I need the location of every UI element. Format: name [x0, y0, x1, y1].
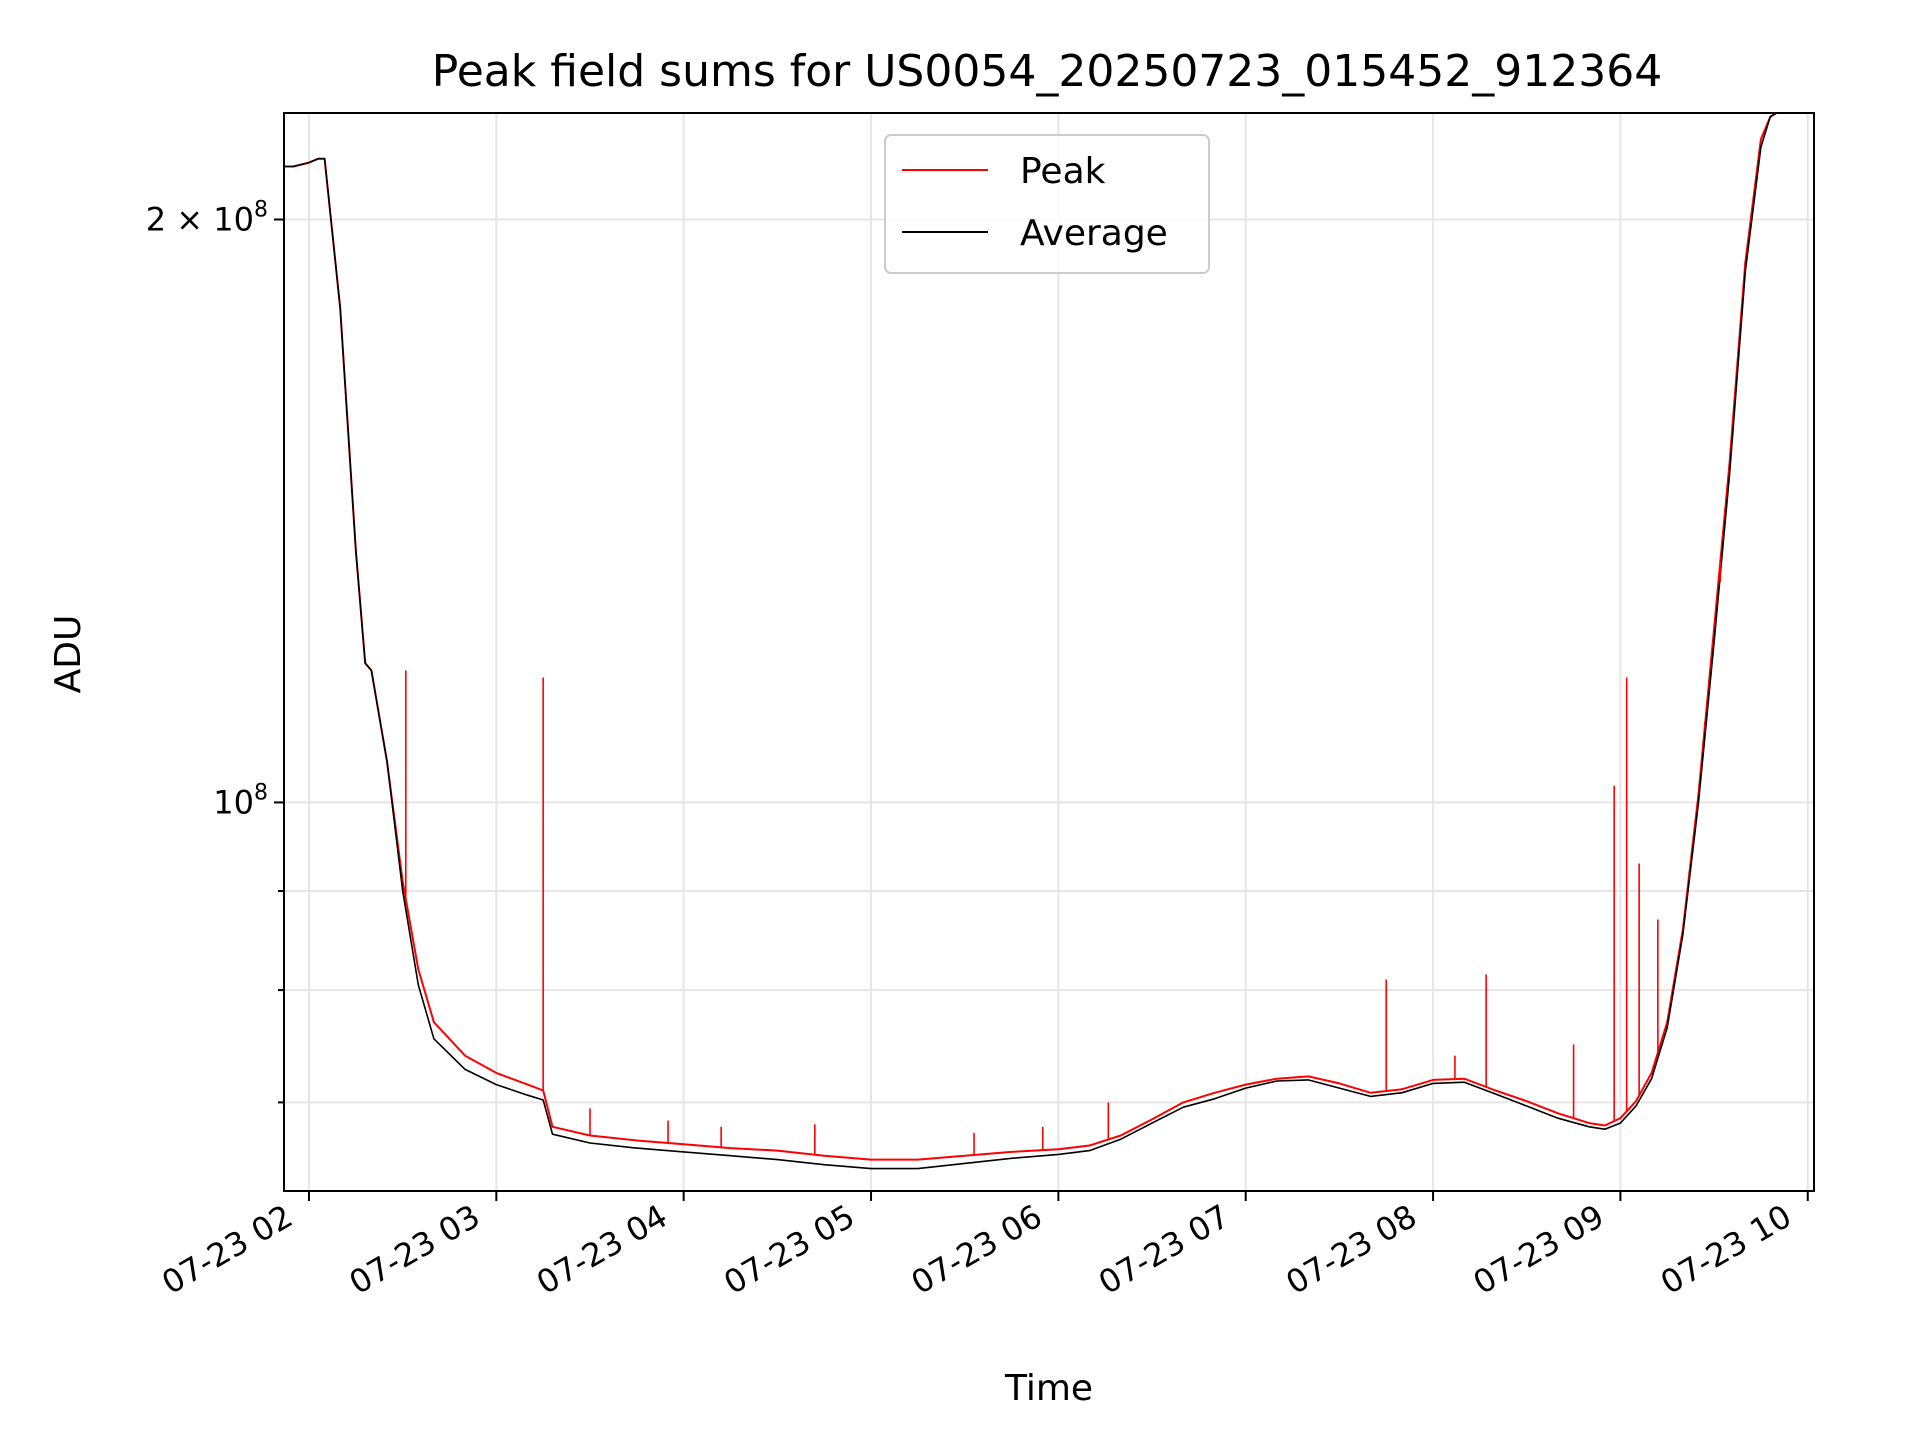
y-axis-label: ADU	[48, 615, 89, 694]
series-line-average	[284, 113, 1793, 1170]
legend-label-average: Average	[1020, 213, 1168, 254]
x-axis-label: Time	[1004, 1368, 1093, 1409]
y-tick-label: 2 × 108	[146, 197, 268, 238]
chart-title: Peak field sums for US0054_20250723_0154…	[432, 46, 1662, 97]
legend: Peak Average	[884, 134, 1210, 274]
axes-frame	[283, 112, 1815, 1192]
legend-label-peak: Peak	[1020, 151, 1106, 192]
plot-area	[284, 113, 1793, 1170]
y-tick-label: 108	[213, 780, 268, 821]
series-line-peak	[284, 113, 1793, 1161]
